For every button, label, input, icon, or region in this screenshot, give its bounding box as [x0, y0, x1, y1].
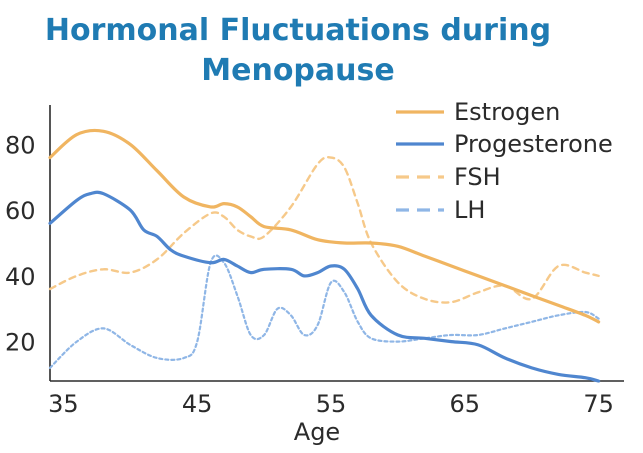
x-tick-label: 55 — [316, 390, 347, 418]
legend-label-lh: LH — [454, 196, 485, 224]
chart-title-line-2: Menopause — [201, 53, 394, 88]
chart-title: Hormonal Fluctuations during Menopause — [45, 13, 551, 88]
series-line-estrogen — [48, 128, 601, 324]
legend-label-fsh: FSH — [454, 163, 501, 191]
x-tick-label: 35 — [48, 390, 79, 418]
x-tick-label: 75 — [583, 390, 614, 418]
y-tick-label: 20 — [5, 329, 36, 357]
legend-label-estrogen: Estrogen — [454, 98, 560, 126]
y-tick-labels: 20 40 60 80 — [5, 131, 36, 356]
series-line-progesterone — [48, 190, 601, 383]
chart-title-line-1: Hormonal Fluctuations during — [45, 13, 551, 48]
legend: Estrogen Progesterone FSH LH — [396, 98, 613, 224]
y-tick-label: 80 — [5, 131, 36, 159]
x-tick-labels: 35 45 55 65 75 — [48, 390, 614, 418]
plot-lines — [48, 128, 601, 383]
y-tick-label: 40 — [5, 263, 36, 291]
legend-label-progesterone: Progesterone — [454, 130, 613, 158]
x-tick-label: 65 — [450, 390, 481, 418]
x-tick-label: 45 — [182, 390, 213, 418]
series-line-lh — [48, 254, 600, 369]
series-line-fsh — [48, 156, 600, 304]
x-axis-title: Age — [294, 418, 340, 446]
y-tick-label: 60 — [5, 197, 36, 225]
